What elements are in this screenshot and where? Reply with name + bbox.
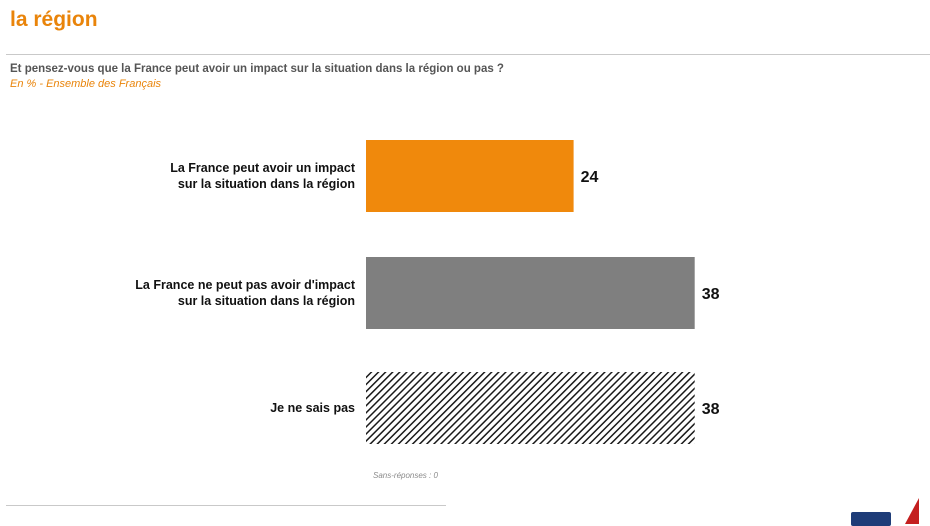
- bar-3: [366, 372, 695, 444]
- header-divider: [6, 54, 930, 55]
- partner-logo: [851, 512, 891, 526]
- chart-question: Et pensez-vous que la France peut avoir …: [10, 63, 504, 75]
- category-label-1: La France peut avoir un impact sur la sit…: [170, 161, 356, 191]
- chart-subtitle: En % - Ensemble des Français: [10, 78, 162, 90]
- footer-divider: [6, 505, 446, 506]
- no-answer-note: Sans-réponses : 0: [373, 471, 438, 480]
- category-label-2: La France ne peut pas avoir d'impact sur …: [135, 278, 356, 308]
- bar-2: [366, 257, 695, 329]
- data-label-2: 38: [702, 286, 720, 303]
- category-label-3: Je ne sais pas: [270, 401, 355, 415]
- page-title: la région: [10, 8, 98, 31]
- data-label-1: 24: [581, 169, 599, 186]
- data-label-3: 38: [702, 401, 720, 418]
- corner-accent: [905, 498, 919, 524]
- bar-1: [366, 140, 574, 212]
